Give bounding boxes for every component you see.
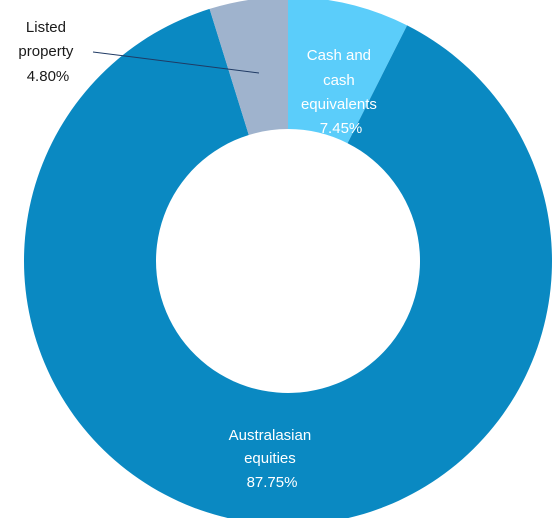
slice-australasian-equities [24,8,552,518]
label-australasian-equities: Australasian equities 87.75% [229,427,316,491]
label-listed-property: Listed property 4.80% [18,19,77,85]
listed-property-leader-line [92,51,260,74]
label-cash-and-cash-equivalents: Cash and cash equivalents 7.45% [301,47,381,137]
slices-group [24,0,552,518]
slice-cash-and-cash-equivalents [288,0,408,144]
slice-listed-property [209,0,288,135]
